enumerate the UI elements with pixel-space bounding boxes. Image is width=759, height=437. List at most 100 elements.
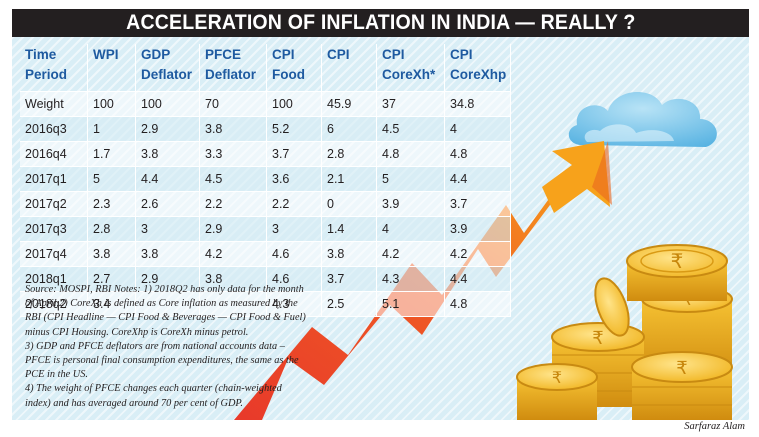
table-cell: 2017q2 [20,191,88,217]
table-cell: 2.3 [87,191,136,217]
table-cell: 2017q1 [20,166,88,192]
table-cell: 3.4 [87,291,136,317]
svg-text:₹: ₹ [671,249,684,273]
table-cell: 4.6 [266,241,322,267]
table-row: 2016q3 1 2.9 3.8 5.2 6 4.5 4 [20,116,512,142]
table-cell: 3.9 [376,191,445,217]
table-cell: 4 [376,216,445,242]
header-pfce-deflator: PFCE Deflator [199,44,267,92]
table-cell: 5 [87,166,136,192]
table-cell: 34.8 [444,91,512,117]
header-cpi-corexhp: CPI CoreXhp [444,44,512,92]
table-cell: 4.2 [444,241,512,267]
table-row: 2018q2 3.4 4.3 2.5 5.1 4.8 [20,291,512,317]
table-row: 2017q2 2.3 2.6 2.2 2.2 0 3.9 3.7 [20,191,512,217]
table-cell: 1 [87,116,136,142]
header-time-period: Time Period [20,44,88,92]
note-paragraph: Source: MOSPI, RBI Notes: 1) 2018Q2 has … [25,284,306,338]
svg-text:₹: ₹ [552,368,562,387]
table-cell: 3.7 [444,191,512,217]
table-row: 2017q3 2.8 3 2.9 3 1.4 4 3.9 [20,216,512,242]
header-cpi-food: CPI Food [266,44,322,92]
table-cell: 45.9 [321,91,377,117]
table-cell [135,291,200,317]
table-cell: 2.7 [87,266,136,292]
table-cell: 2016q4 [20,141,88,167]
table-cell: 5.1 [376,291,445,317]
table-cell: 3.8 [135,141,200,167]
table-cell: 4.4 [444,266,512,292]
table-header-row: Time Period WPI GDP Deflator PFCE Deflator … [20,44,512,92]
table-cell: 4.3 [376,266,445,292]
table-cell: 3.8 [199,116,267,142]
table-cell: 3 [135,216,200,242]
header-cpi-corexh: CPI CoreXh* [376,44,445,92]
title-bar: ACCELERATION OF INFLATION IN INDIA — REA… [12,9,749,37]
table-cell: 2.8 [321,141,377,167]
table-cell: 0 [321,191,377,217]
header-cpi: CPI [321,44,377,92]
cloud-icon [568,92,717,147]
table-row: 2018q1 2.7 2.9 3.8 4.6 3.7 4.3 4.4 [20,266,512,292]
table-cell: 70 [199,91,267,117]
table-cell: Weight [20,91,88,117]
table-cell: 3.7 [266,141,322,167]
table-cell: 2.5 [321,291,377,317]
table-cell: 3 [266,216,322,242]
table-cell: 4.2 [376,241,445,267]
source-notes: Source: MOSPI, RBI Notes: 1) 2018Q2 has … [25,283,310,411]
table-cell: 1.4 [321,216,377,242]
table-cell: 4.6 [266,266,322,292]
table-cell: 2017q3 [20,216,88,242]
table-cell: 4.3 [266,291,322,317]
table-cell: 37 [376,91,445,117]
table-cell: 5 [376,166,445,192]
table-cell: 3.9 [444,216,512,242]
table-cell: 4 [444,116,512,142]
artist-credit: Sarfaraz Alam [684,421,745,432]
table-cell: 4.8 [376,141,445,167]
table-cell: 4.2 [199,241,267,267]
table-cell: 100 [135,91,200,117]
svg-text:₹: ₹ [676,358,687,379]
table-cell: 2.1 [321,166,377,192]
table-cell: 2018q1 [20,266,88,292]
table-cell: 2.8 [87,216,136,242]
table-cell: 2016q3 [20,116,88,142]
header-gdp-deflator: GDP Deflator [135,44,200,92]
table-cell: 6 [321,116,377,142]
table-row: 2016q4 1.7 3.8 3.3 3.7 2.8 4.8 4.8 [20,141,512,167]
inflation-table: Time Period WPI GDP Deflator PFCE Deflator … [20,44,512,317]
table-cell: 3.8 [199,266,267,292]
table-cell: 2018q2 [20,291,88,317]
table-cell: 2.6 [135,191,200,217]
table-row: 2017q4 3.8 3.8 4.2 4.6 3.8 4.2 4.2 [20,241,512,267]
table-cell: 2.2 [266,191,322,217]
header-wpi: WPI [87,44,136,92]
svg-text:₹: ₹ [592,328,603,349]
table-cell: 4.8 [444,291,512,317]
table-cell: 3.6 [266,166,322,192]
table-cell: 2.9 [135,116,200,142]
table-cell [199,291,267,317]
note-paragraph: 3) GDP and PFCE deflators are from natio… [25,340,299,381]
table-cell: 2017q4 [20,241,88,267]
table-cell: 2.2 [199,191,267,217]
table-cell: 100 [87,91,136,117]
table-cell: 3.8 [321,241,377,267]
table-cell: 3.7 [321,266,377,292]
table-cell: 4.5 [376,116,445,142]
table-cell: 5.2 [266,116,322,142]
rupee-coin-stack-icon: ₹ ₹ ₹ ₹ ₹ [516,244,733,420]
table-cell: 4.4 [135,166,200,192]
table-cell: 1.7 [87,141,136,167]
table-cell: 100 [266,91,322,117]
table-cell: 3.8 [87,241,136,267]
table-cell: 2.9 [135,266,200,292]
table-cell: 4.5 [199,166,267,192]
note-paragraph: 4) The weight of PFCE changes each quart… [25,383,282,409]
table-cell: 4.8 [444,141,512,167]
table-cell: 3.3 [199,141,267,167]
table-cell: 2.9 [199,216,267,242]
page-title: ACCELERATION OF INFLATION IN INDIA — REA… [125,11,636,34]
